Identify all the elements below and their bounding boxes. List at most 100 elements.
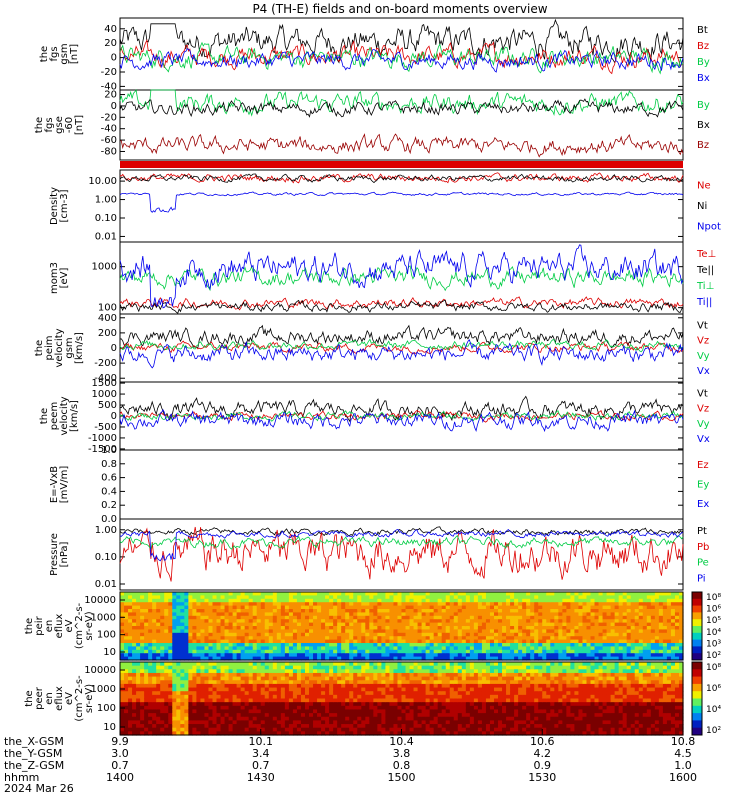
- spectrogram-cell: [292, 691, 298, 696]
- spectrogram-cell: [353, 705, 358, 711]
- spectrogram-cell: [493, 622, 499, 627]
- y-label-line: fgs: [49, 46, 60, 61]
- spectrogram-cell: [304, 716, 310, 721]
- spectrogram-cell: [614, 622, 620, 627]
- spectrogram-cell: [317, 592, 322, 596]
- spectrogram-cell: [666, 646, 672, 651]
- spectrogram-cell: [361, 595, 366, 600]
- spectrogram-cell: [433, 653, 439, 658]
- spectrogram-cell: [128, 649, 133, 654]
- spectrogram-cell: [300, 639, 306, 644]
- spectrogram-cell: [232, 665, 238, 670]
- spectrogram-cell: [276, 622, 282, 627]
- spectrogram-cell: [172, 632, 177, 637]
- spectrogram-cell: [453, 694, 459, 700]
- y-label-line: [cm-3]: [59, 189, 70, 222]
- spectrogram-cell: [224, 605, 230, 610]
- spectrogram-cell: [489, 605, 495, 610]
- spectrogram-cell: [156, 602, 161, 607]
- panel-frame: [119, 449, 684, 520]
- spectrogram-cell: [292, 612, 298, 617]
- spectrogram-cell: [337, 702, 342, 707]
- spectrogram-cell: [345, 626, 350, 630]
- spectrogram-cell: [425, 598, 431, 603]
- spectrogram-cell: [192, 598, 198, 603]
- spectrogram-cell: [232, 716, 238, 721]
- spectrogram-cell: [172, 622, 177, 627]
- spectrogram-cell: [236, 713, 242, 718]
- spectrogram-cell: [658, 656, 664, 661]
- spectrogram-cell: [598, 636, 604, 641]
- spectrogram-cell: [337, 716, 342, 721]
- spectrogram-cell: [244, 619, 250, 624]
- legend-Vz: Vz: [697, 336, 709, 347]
- spectrogram-cell: [216, 592, 222, 596]
- spectrogram-cell: [176, 716, 181, 721]
- spectrogram-cell: [622, 646, 628, 651]
- spectrogram-cell: [160, 676, 165, 681]
- spectrogram-cell: [128, 612, 133, 617]
- spectrogram-cell: [421, 592, 427, 596]
- spectrogram-cell: [208, 612, 214, 617]
- spectrogram-cell: [264, 595, 270, 600]
- spectrogram-cell: [469, 619, 475, 624]
- spectrogram-cell: [538, 622, 543, 627]
- spectrogram-cell: [272, 619, 278, 624]
- spectrogram-cell: [586, 629, 592, 634]
- spectrogram-cell: [353, 622, 358, 627]
- spectrogram-cell: [212, 632, 218, 637]
- colorbar-segment: [692, 656, 702, 659]
- spectrogram-cell: [393, 713, 399, 718]
- spectrogram-cell: [333, 636, 338, 641]
- spectrogram-cell: [260, 691, 266, 696]
- spectrogram-cell: [317, 727, 322, 732]
- spectrogram-cell: [272, 702, 278, 707]
- spectrogram-cell: [152, 680, 157, 685]
- spectrogram-cell: [132, 672, 137, 678]
- spectrogram-cell: [140, 646, 145, 651]
- spectrogram-cell: [634, 612, 640, 617]
- spectrogram-cell: [457, 619, 463, 624]
- spectrogram-cell: [292, 615, 298, 620]
- spectrogram-cell: [228, 680, 234, 685]
- spectrogram-cell: [626, 602, 632, 607]
- spectrogram-cell: [381, 687, 387, 692]
- spectrogram-cell: [622, 629, 628, 634]
- spectrogram-cell: [654, 653, 660, 658]
- spectrogram-cell: [650, 609, 656, 613]
- spectrogram-cell: [140, 598, 145, 603]
- spectrogram-cell: [264, 731, 270, 736]
- spectrogram-cell: [357, 702, 362, 707]
- colorbar-segment: [692, 632, 702, 635]
- spectrogram-cell: [317, 731, 322, 736]
- spectrogram-cell: [445, 632, 451, 637]
- spectrogram-cell: [144, 632, 149, 637]
- spectrogram-cell: [144, 724, 149, 729]
- spectrogram-cell: [361, 602, 366, 607]
- spectrogram-cell: [481, 602, 487, 607]
- spectrogram-cell: [148, 709, 153, 714]
- spectrogram-cell: [353, 609, 358, 613]
- spectrogram-cell: [361, 649, 366, 654]
- spectrogram-cell: [333, 702, 338, 707]
- spectrogram-cell: [662, 622, 668, 627]
- spectrogram-cell: [393, 602, 399, 607]
- spectrogram-cell: [152, 691, 157, 696]
- spectrogram-cell: [630, 609, 636, 613]
- spectrogram-cell: [546, 639, 551, 644]
- spectrogram-cell: [140, 612, 145, 617]
- spectrogram-cell: [148, 632, 153, 637]
- spectrogram-cell: [417, 731, 423, 736]
- spectrogram-cell: [128, 691, 133, 696]
- spectrogram-cell: [477, 653, 483, 658]
- y-tick-label: -20: [101, 67, 117, 78]
- spectrogram-cell: [357, 680, 362, 685]
- spectrogram-cell: [590, 656, 596, 661]
- spectrogram-cell: [401, 615, 407, 620]
- spectrogram-cell: [674, 602, 680, 607]
- spectrogram-cell: [373, 629, 378, 634]
- spectrogram-cell: [244, 731, 250, 736]
- spectrogram-cell: [385, 626, 391, 630]
- spectrogram-cell: [397, 705, 403, 711]
- spectrogram-cell: [276, 669, 282, 674]
